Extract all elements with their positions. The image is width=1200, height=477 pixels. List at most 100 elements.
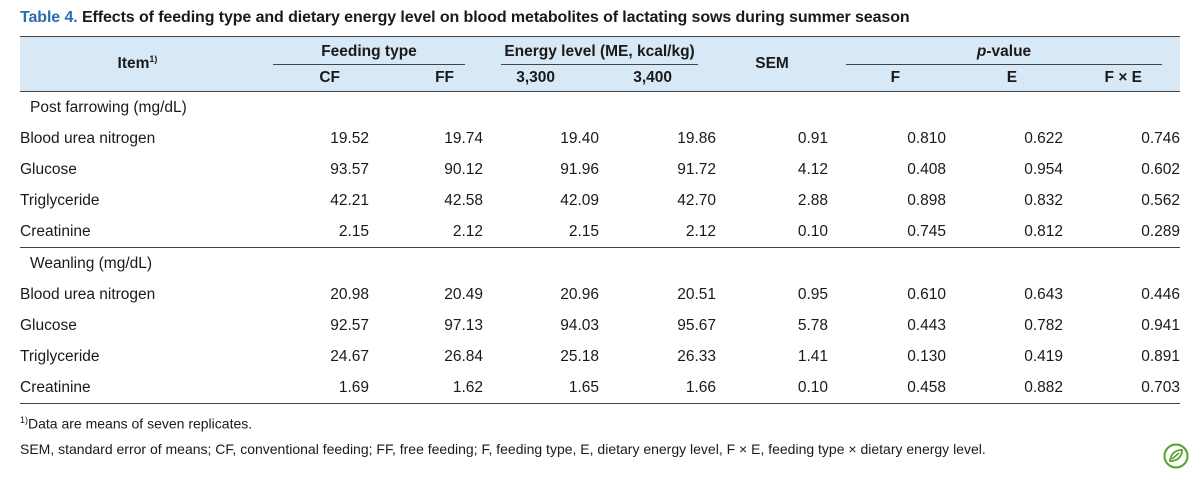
row-value: 0.10 [716, 372, 829, 404]
row-value: 95.67 [677, 316, 717, 334]
table-row: Blood urea nitrogen 20.98 20.49 20.96 20.51 0… [20, 279, 1180, 310]
row-item: Triglyceride [20, 191, 100, 209]
caption-label: Table 4. [20, 9, 78, 26]
row-item: Triglyceride [20, 347, 100, 365]
row-value: 0.643 [1024, 285, 1064, 303]
row-value: 42.70 [677, 191, 717, 209]
row-value: 2.15 [568, 222, 600, 240]
header-f: F [828, 65, 947, 92]
row-value: 93.57 [330, 160, 369, 178]
footnote-1-sup: 1) [20, 415, 29, 425]
row-value: 0.91 [797, 129, 829, 147]
row-value: 91.72 [677, 160, 717, 178]
row-value: 2.12 [452, 222, 484, 240]
table-row: Triglyceride 24.67 26.84 25.18 26.33 1.41 0.13… [20, 341, 1180, 372]
row-value: 26.84 [444, 347, 484, 365]
row-value: 0.810 [907, 129, 947, 147]
row-value: 0.941 [1141, 316, 1181, 334]
table-row: Glucose 92.57 97.13 94.03 95.67 5.78 0.443 0.78… [20, 310, 1180, 341]
row-value: 1.65 [483, 372, 600, 404]
row-value: 0.130 [907, 347, 947, 365]
row-item: Blood urea nitrogen [20, 129, 156, 147]
section-title: Post farrowing (mg/dL) [30, 98, 187, 116]
row-value: 91.96 [560, 160, 600, 178]
row-value: 19.52 [330, 129, 369, 147]
row-value: 2.88 [797, 191, 829, 209]
section-row: Post farrowing (mg/dL) [20, 92, 1180, 124]
row-item: Creatinine [20, 222, 91, 240]
row-value: 0.954 [1024, 160, 1064, 178]
row-value: 20.98 [330, 285, 369, 303]
row-value: 20.96 [560, 285, 600, 303]
row-value: 20.49 [444, 285, 484, 303]
row-value: 0.95 [797, 285, 829, 303]
row-value: 0.289 [1141, 222, 1181, 240]
row-value: 19.74 [444, 129, 484, 147]
row-value: 0.458 [828, 372, 947, 404]
row-value: 42.09 [560, 191, 600, 209]
row-value: 0.812 [1024, 222, 1064, 240]
row-value: 94.03 [560, 316, 600, 334]
table-body: Post farrowing (mg/dL) Blood urea nitroge… [20, 92, 1181, 404]
leaf-icon [1163, 443, 1189, 469]
table-row: Triglyceride 42.21 42.58 42.09 42.70 2.88 0.89… [20, 185, 1180, 216]
row-value: 90.12 [444, 160, 484, 178]
row-value: 0.602 [1141, 160, 1181, 178]
row-value: 0.882 [946, 372, 1064, 404]
footnote-1-text: Data are means of seven replicates. [28, 415, 253, 432]
row-value: 5.78 [797, 316, 829, 334]
header-energy-level: Energy level (ME, kcal/kg) [483, 36, 717, 65]
row-value: 0.10 [797, 222, 829, 240]
section-row: Weanling (mg/dL) [20, 247, 1181, 279]
row-value: 92.57 [330, 316, 369, 334]
row-value: 0.898 [907, 191, 947, 209]
header-item: Item1) [20, 36, 255, 92]
header-p-value: p-value [828, 36, 1181, 65]
row-value: 0.703 [1063, 372, 1181, 404]
row-value: 0.408 [907, 160, 947, 178]
footnote-2: SEM, standard error of means; CF, conven… [20, 441, 986, 457]
row-value: 0.562 [1141, 191, 1181, 209]
table-row: Creatinine 2.15 2.12 2.15 2.12 0.10 0.745 0.812… [20, 216, 1180, 248]
row-value: 19.86 [677, 129, 717, 147]
header-fxe: F × E [1063, 65, 1181, 92]
row-value: 0.746 [1141, 129, 1181, 147]
header-sem: SEM [716, 36, 829, 92]
table-caption: Table 4. Effects of feeding type and die… [20, 9, 910, 27]
table-header: Item1) Feeding type Energy level (ME, kc… [20, 36, 1181, 92]
row-value: 24.67 [330, 347, 369, 365]
row-value: 0.745 [907, 222, 947, 240]
header-item-sup: 1) [149, 54, 158, 65]
row-value: 97.13 [444, 316, 484, 334]
row-value: 0.832 [1024, 191, 1064, 209]
row-item: Creatinine [20, 372, 255, 404]
row-value: 0.622 [1024, 129, 1064, 147]
row-value: 0.419 [1024, 347, 1064, 365]
row-value: 2.15 [338, 222, 369, 240]
header-3400: 3,400 [599, 65, 717, 92]
row-value: 26.33 [677, 347, 717, 365]
row-value: 0.446 [1141, 285, 1181, 303]
row-item: Blood urea nitrogen [20, 285, 156, 303]
row-item: Glucose [20, 160, 77, 178]
section-title: Weanling (mg/dL) [20, 247, 1181, 279]
row-value: 19.40 [560, 129, 600, 147]
row-value: 2.12 [685, 222, 717, 240]
row-value: 0.782 [1024, 316, 1064, 334]
row-value: 1.62 [369, 372, 484, 404]
row-value: 20.51 [677, 285, 717, 303]
row-value: 4.12 [797, 160, 829, 178]
header-3300: 3,300 [483, 65, 600, 92]
header-feeding-type: Feeding type [255, 36, 484, 65]
table-row: Blood urea nitrogen 19.52 19.74 19.40 19.86 0… [20, 123, 1180, 154]
row-value: 0.610 [907, 285, 947, 303]
table-row: Creatinine 1.69 1.62 1.65 1.66 0.10 0.458 0.882… [20, 372, 1181, 404]
row-value: 42.21 [330, 191, 369, 209]
metabolites-table: Item1) Feeding type Energy level (ME, kc… [20, 36, 1181, 404]
row-item: Glucose [20, 316, 77, 334]
footnote-1: 1)Data are means of seven replicates. [20, 415, 252, 432]
table-row: Glucose 93.57 90.12 91.96 91.72 4.12 0.408 0.95… [20, 154, 1180, 185]
header-cf: CF [255, 65, 369, 92]
header-e: E [946, 65, 1064, 92]
row-value: 0.443 [907, 316, 947, 334]
